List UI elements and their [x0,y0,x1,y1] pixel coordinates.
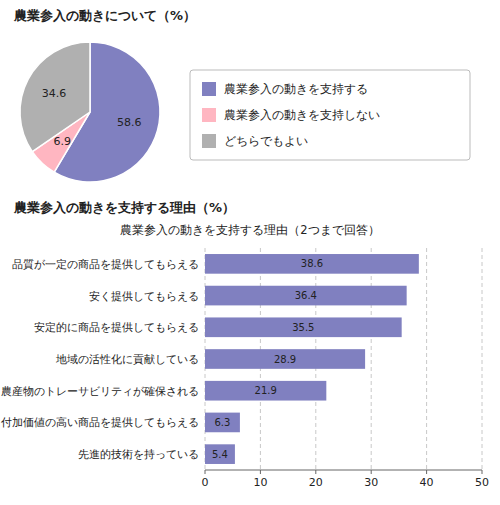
tick-label: 0 [202,476,209,489]
data-label: 6.9 [53,135,71,148]
tick-label: 20 [309,476,323,489]
bars [205,254,419,464]
category-label: 安定的に商品を提供してもらえる [34,321,199,333]
tick-mark [260,470,261,474]
legend-frame [190,70,470,160]
category-label: 農産物のトレーサビリティが確保される [1,385,199,397]
tick-mark [315,470,316,474]
pie-slice [20,42,90,152]
data-label: 21.9 [255,385,277,396]
chart-title: 農業参入の動きについて（%） [13,8,196,23]
category-label: 付加価値の高い商品を提供してもらえる [1,416,199,428]
legend-entry: どちらでもよい [224,134,308,148]
legend-swatch [202,108,216,122]
tick-label: 30 [364,476,378,489]
bar [205,413,240,433]
bar [205,286,407,306]
bar [205,254,419,274]
bar [205,349,365,369]
bar [205,381,326,401]
tick-label: 10 [253,476,267,489]
data-label: 38.6 [301,258,323,269]
tick-mark [426,470,427,474]
chart-title: 農業参入の動きを支持する理由（%） [13,200,235,215]
data-label: 5.4 [212,449,228,460]
tick-mark [205,470,206,474]
category-label: 先進的技術を持っている [78,448,199,460]
category-label: 地域の活性化に貢献している [55,353,199,365]
pie-slices [20,42,160,182]
legend-entry: 農業参入の動きを支持しない [224,108,380,122]
tick-mark [371,470,372,474]
tick-mark [482,470,483,474]
data-label: 36.4 [295,290,317,301]
tick-label: 40 [420,476,434,489]
data-label: 58.6 [117,116,142,129]
bar-chart: 農業参入の動きを支持する理由（%） 農業参入の動きを支持する理由（2つまで回答） 0… [1,200,489,489]
chart-subtitle: 農業参入の動きを支持する理由（2つまで回答） [120,223,379,237]
category-label: 安く提供してもらえる [89,290,199,302]
bar [205,444,235,464]
legend-swatch [202,82,216,96]
legend-swatch [202,134,216,148]
pie-chart: 農業参入の動きについて（%） 58.6 6.9 34.6 農業参入の動きを支持する農業参… [13,8,470,182]
data-label: 28.9 [274,354,296,365]
legend: 農業参入の動きを支持する農業参入の動きを支持しないどちらでもよい [190,70,470,160]
category-label: 品質が一定の商品を提供してもらえる [12,258,199,270]
grid-line [371,248,372,470]
data-label: 6.3 [214,417,230,428]
data-label: 34.6 [42,87,67,100]
grid-line [426,248,427,470]
legend-entry: 農業参入の動きを支持する [224,82,368,96]
grid-line [482,248,483,470]
data-label: 35.5 [292,322,314,333]
chart-canvas: 農業参入の動きについて（%）58.66.934.6農業参入の動きを支持する農業参… [0,0,500,505]
axis-line [205,470,482,471]
labels: 38.6 品質が一定の商品を提供してもらえる 36.4 安く提供してもらえる 35.5 安… [1,258,323,460]
bar [205,317,402,337]
x-axis: 0 10 20 30 40 50 [202,248,490,489]
tick-label: 50 [475,476,489,489]
